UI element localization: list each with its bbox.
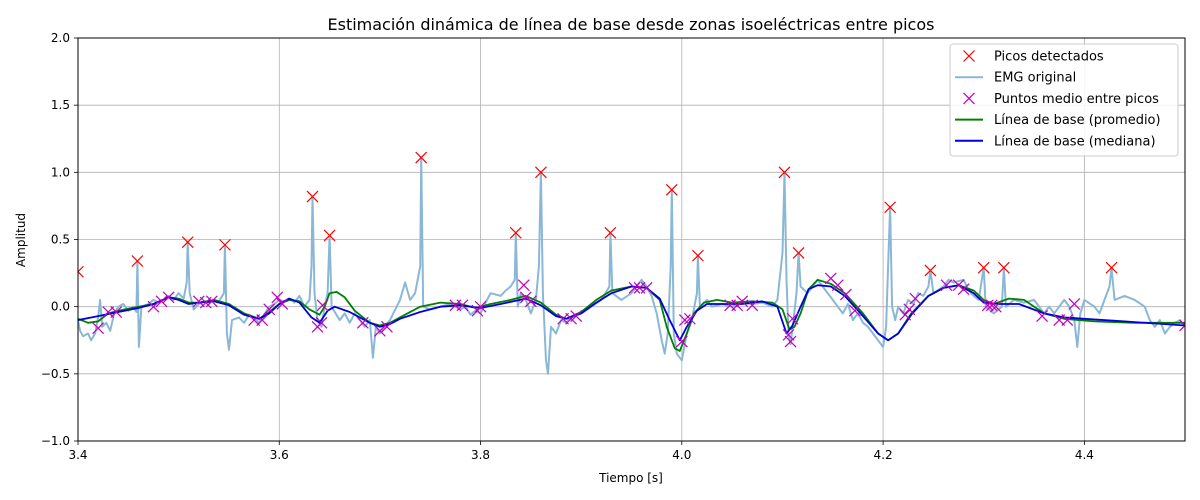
midpoint-marker [782,328,795,341]
midpoint-marker [957,283,970,296]
y-tick-label: 0.5 [51,233,70,247]
x-tick-label: 3.4 [68,448,87,462]
midpoint-marker [903,303,916,316]
midpoint-marker [746,299,759,312]
midpoint-marker [356,316,369,329]
legend-box [949,43,1179,157]
midpoint-marker [517,279,530,292]
y-tick-label: 2.0 [51,31,70,45]
midpoint-marker [736,295,749,308]
peak-marker [509,226,522,239]
y-tick-label: 1.5 [51,98,70,112]
midpoint-marker [1068,298,1081,310]
peak-marker [604,226,617,239]
y-axis-label: Amplitud [14,213,28,267]
midpoint-marker [381,320,393,333]
peak-marker [665,183,678,196]
peak-marker [778,166,791,179]
midpoint-marker [519,291,532,304]
peak-marker [884,201,897,214]
peak-marker [535,166,547,179]
midpoint-marker [205,295,218,308]
midpoint-marker [271,291,284,304]
midpoint-marker [909,292,922,305]
midpoint-marker [162,291,175,304]
midpoint-marker [1061,314,1074,327]
peak-marker [306,190,319,203]
legend-label-midpoints: Puntos medio entre picos [994,92,1159,107]
legend-label-emg: EMG original [994,71,1076,86]
midpoint-marker [640,281,653,294]
legend-label-peaks: Picos detectados [994,50,1104,65]
midpoint-marker [276,298,289,310]
peak-marker [977,261,990,274]
midpoint-marker [628,281,641,294]
midpoint-marker [373,324,386,337]
midpoint-marker [786,312,799,325]
peak-marker [997,261,1010,274]
midpoint-marker [474,300,487,313]
y-tick-label: −0.5 [41,367,70,381]
midpoint-marker [731,299,744,312]
midpoint-marker [92,322,105,335]
peak-marker [78,265,84,278]
axis-ticks: 3.4 3.6 3.8 4.0 4.2 4.4 −1.0 −0.5 0.0 0.5 1.0 1.5 2.… [41,31,1094,462]
legend-marker-midpoints [963,92,975,105]
midpoint-marker [899,308,912,321]
midpoint-marker [524,295,537,308]
chart-title: Estimación dinámica de línea de base des… [328,15,935,34]
y-tick-label: −1.0 [41,434,70,448]
midpoint-marker [263,303,276,316]
midpoint-marker [784,335,797,348]
x-tick-label: 4.0 [672,448,691,462]
midpoint-marker [192,295,205,308]
x-axis-label: Tiempo [s] [598,471,663,485]
midpoint-marker [110,306,123,318]
midpoint-marker [315,316,328,329]
peak-marker [691,249,704,262]
midpoint-marker [1179,319,1185,332]
peak-marker [219,238,231,251]
midpoint-marker [848,304,861,317]
midpoint-marker [147,300,160,313]
midpoint-marker [989,300,1002,313]
x-tick-label: 3.6 [270,448,289,462]
peak-marker [415,151,428,164]
midpoint-marker [256,314,269,327]
y-tick-label: 1.0 [51,165,70,179]
legend: Picos detectados EMG original Puntos medio… [949,43,1179,157]
midpoint-marker [831,279,844,292]
midpoint-marker [985,299,998,312]
plot-area [78,151,1185,375]
midpoint-marker [952,279,965,292]
peak-marker [924,264,937,277]
legend-label-mean: Línea de base (promedio) [994,113,1161,128]
x-tick-label: 4.2 [874,448,893,462]
y-tick-label: 0.0 [51,300,70,314]
x-tick-label: 3.8 [471,448,490,462]
midpoint-marker [683,312,696,325]
peak-marker [1105,261,1118,274]
peak-marker [181,236,194,249]
midpoint-marker [675,335,688,348]
midpoint-marker [839,288,852,301]
peak-marker [792,247,805,259]
midpoint-marker [570,310,583,322]
legend-marker-peaks [963,50,975,62]
peak-marker [131,255,144,267]
midpoint-marker [456,299,469,312]
peak-marker [323,229,336,242]
midpoint-marker [1036,310,1049,322]
midpoint-marker [316,299,329,312]
midpoint-marker [678,314,691,327]
legend-label-median: Línea de base (mediana) [994,134,1156,149]
midpoint-marker [155,295,168,308]
midpoint-marker [940,279,953,292]
x-tick-label: 4.4 [1075,448,1094,462]
